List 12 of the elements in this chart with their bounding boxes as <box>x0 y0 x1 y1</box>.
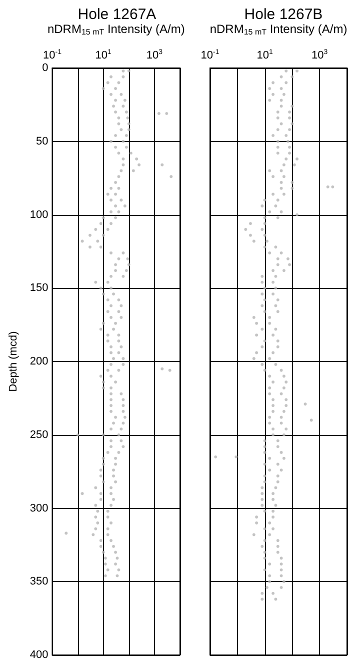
y-tick-label: 100 <box>30 208 48 221</box>
y-tick-label: 250 <box>30 428 48 441</box>
y-tick-label: 50 <box>36 135 48 148</box>
chart-title: Hole 1267B <box>244 6 323 23</box>
y-tick-label: 200 <box>30 356 48 368</box>
y-tick-label: 150 <box>30 282 48 294</box>
y-axis-title: Depth (mcd) <box>8 331 20 392</box>
y-tick-label: 300 <box>30 502 48 514</box>
y-tick-label: 350 <box>30 576 48 588</box>
chart-title: Hole 1267A <box>78 6 156 23</box>
y-tick-label: 0 <box>42 62 48 74</box>
y-tick-label: 400 <box>30 649 48 661</box>
